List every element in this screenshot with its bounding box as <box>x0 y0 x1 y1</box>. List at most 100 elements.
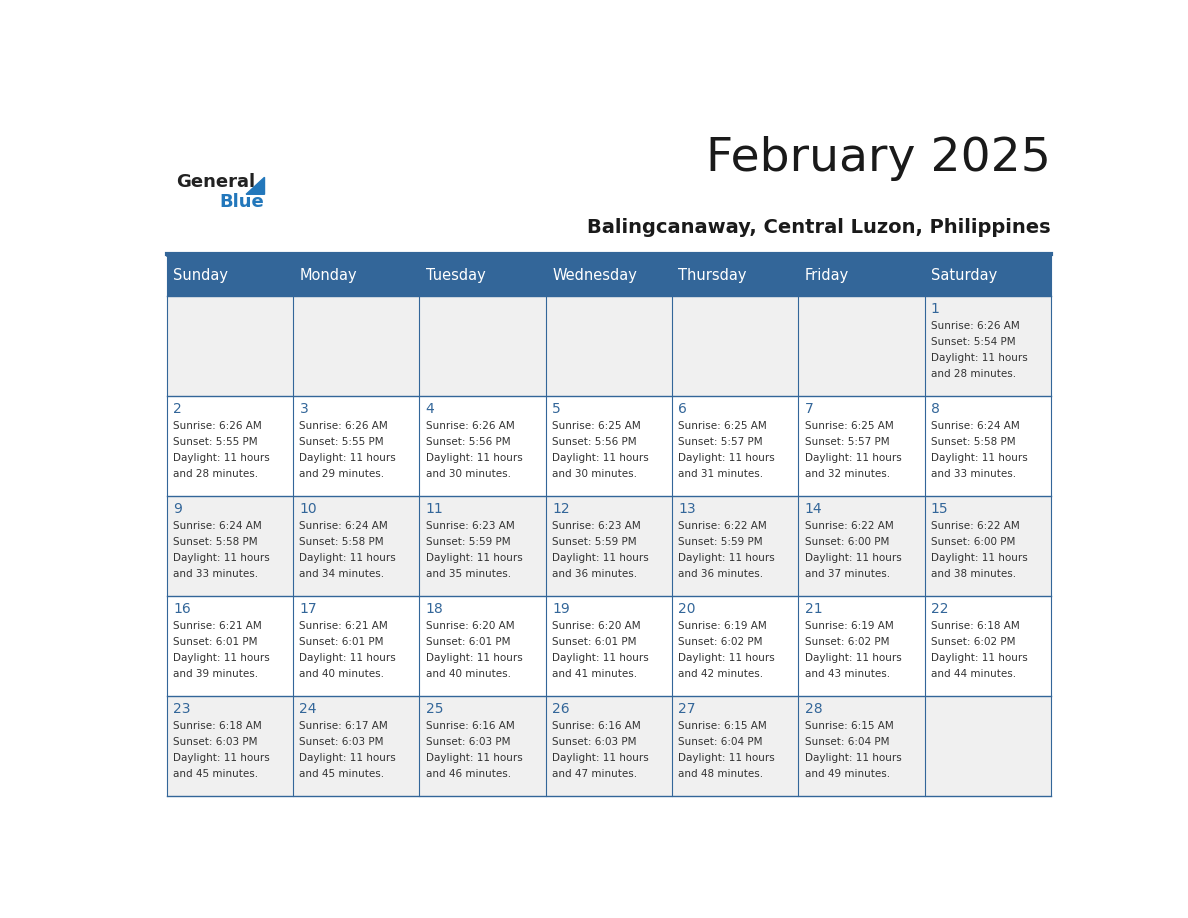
Text: and 29 minutes.: and 29 minutes. <box>299 469 385 479</box>
Text: and 48 minutes.: and 48 minutes. <box>678 769 764 778</box>
Text: Monday: Monday <box>299 268 358 284</box>
FancyBboxPatch shape <box>166 496 1051 596</box>
Text: Sunrise: 6:16 AM: Sunrise: 6:16 AM <box>552 721 640 731</box>
Text: Daylight: 11 hours: Daylight: 11 hours <box>804 653 902 663</box>
Text: Sunset: 6:02 PM: Sunset: 6:02 PM <box>931 637 1016 647</box>
Text: Sunset: 6:03 PM: Sunset: 6:03 PM <box>425 737 511 747</box>
Text: 6: 6 <box>678 402 687 416</box>
Text: Balingcanaway, Central Luzon, Philippines: Balingcanaway, Central Luzon, Philippine… <box>587 218 1051 238</box>
Text: Sunset: 5:57 PM: Sunset: 5:57 PM <box>804 437 889 447</box>
Text: 23: 23 <box>173 702 191 716</box>
Text: Daylight: 11 hours: Daylight: 11 hours <box>425 753 523 763</box>
FancyBboxPatch shape <box>166 596 1051 696</box>
Text: 1: 1 <box>931 302 940 316</box>
Text: 22: 22 <box>931 602 948 616</box>
Text: Friday: Friday <box>804 268 848 284</box>
Text: and 40 minutes.: and 40 minutes. <box>299 669 385 679</box>
Text: 26: 26 <box>552 702 570 716</box>
Text: and 33 minutes.: and 33 minutes. <box>173 569 258 579</box>
Text: Sunrise: 6:20 AM: Sunrise: 6:20 AM <box>552 621 640 631</box>
Text: 17: 17 <box>299 602 317 616</box>
Text: 15: 15 <box>931 502 948 516</box>
Text: and 33 minutes.: and 33 minutes. <box>931 469 1016 479</box>
Text: 11: 11 <box>425 502 443 516</box>
Text: 18: 18 <box>425 602 443 616</box>
Text: Daylight: 11 hours: Daylight: 11 hours <box>931 453 1028 463</box>
Text: Sunrise: 6:24 AM: Sunrise: 6:24 AM <box>931 421 1019 431</box>
Text: and 45 minutes.: and 45 minutes. <box>173 769 258 778</box>
Polygon shape <box>246 177 265 195</box>
Text: Daylight: 11 hours: Daylight: 11 hours <box>299 453 397 463</box>
Text: Sunset: 6:00 PM: Sunset: 6:00 PM <box>804 537 889 547</box>
Text: Sunrise: 6:25 AM: Sunrise: 6:25 AM <box>552 421 640 431</box>
FancyBboxPatch shape <box>166 256 1051 297</box>
Text: and 44 minutes.: and 44 minutes. <box>931 669 1016 679</box>
Text: Sunrise: 6:22 AM: Sunrise: 6:22 AM <box>931 521 1019 531</box>
Text: Sunrise: 6:22 AM: Sunrise: 6:22 AM <box>678 521 767 531</box>
Text: and 47 minutes.: and 47 minutes. <box>552 769 637 778</box>
Text: Sunrise: 6:15 AM: Sunrise: 6:15 AM <box>804 721 893 731</box>
Text: Daylight: 11 hours: Daylight: 11 hours <box>299 653 397 663</box>
Text: Sunrise: 6:18 AM: Sunrise: 6:18 AM <box>173 721 263 731</box>
Text: Sunset: 6:01 PM: Sunset: 6:01 PM <box>552 637 637 647</box>
Text: Sunrise: 6:23 AM: Sunrise: 6:23 AM <box>552 521 640 531</box>
Text: Daylight: 11 hours: Daylight: 11 hours <box>173 653 270 663</box>
Text: Daylight: 11 hours: Daylight: 11 hours <box>173 453 270 463</box>
Text: Sunset: 6:03 PM: Sunset: 6:03 PM <box>299 737 384 747</box>
Text: Sunset: 5:57 PM: Sunset: 5:57 PM <box>678 437 763 447</box>
Text: February 2025: February 2025 <box>706 136 1051 181</box>
Text: Sunrise: 6:26 AM: Sunrise: 6:26 AM <box>425 421 514 431</box>
Text: Sunrise: 6:24 AM: Sunrise: 6:24 AM <box>173 521 263 531</box>
Text: Sunrise: 6:22 AM: Sunrise: 6:22 AM <box>804 521 893 531</box>
Text: and 49 minutes.: and 49 minutes. <box>804 769 890 778</box>
Text: Sunset: 6:03 PM: Sunset: 6:03 PM <box>173 737 258 747</box>
Text: Sunrise: 6:23 AM: Sunrise: 6:23 AM <box>425 521 514 531</box>
Text: and 28 minutes.: and 28 minutes. <box>931 369 1016 379</box>
Text: Sunrise: 6:19 AM: Sunrise: 6:19 AM <box>678 621 767 631</box>
Text: Daylight: 11 hours: Daylight: 11 hours <box>804 553 902 563</box>
Text: Sunrise: 6:26 AM: Sunrise: 6:26 AM <box>173 421 263 431</box>
Text: Sunset: 5:55 PM: Sunset: 5:55 PM <box>299 437 384 447</box>
Text: Daylight: 11 hours: Daylight: 11 hours <box>552 653 649 663</box>
Text: Saturday: Saturday <box>931 268 997 284</box>
Text: Daylight: 11 hours: Daylight: 11 hours <box>173 753 270 763</box>
Text: Daylight: 11 hours: Daylight: 11 hours <box>552 453 649 463</box>
Text: Sunrise: 6:25 AM: Sunrise: 6:25 AM <box>678 421 767 431</box>
Text: Sunset: 6:04 PM: Sunset: 6:04 PM <box>804 737 889 747</box>
Text: Daylight: 11 hours: Daylight: 11 hours <box>678 753 775 763</box>
Text: and 41 minutes.: and 41 minutes. <box>552 669 637 679</box>
Text: Sunset: 6:01 PM: Sunset: 6:01 PM <box>299 637 384 647</box>
Text: and 39 minutes.: and 39 minutes. <box>173 669 258 679</box>
Text: 25: 25 <box>425 702 443 716</box>
Text: 20: 20 <box>678 602 696 616</box>
Text: 24: 24 <box>299 702 317 716</box>
Text: Sunset: 6:00 PM: Sunset: 6:00 PM <box>931 537 1016 547</box>
FancyBboxPatch shape <box>166 297 1051 396</box>
Text: Daylight: 11 hours: Daylight: 11 hours <box>804 453 902 463</box>
Text: 27: 27 <box>678 702 696 716</box>
Text: Daylight: 11 hours: Daylight: 11 hours <box>425 653 523 663</box>
Text: and 30 minutes.: and 30 minutes. <box>552 469 637 479</box>
Text: Daylight: 11 hours: Daylight: 11 hours <box>299 553 397 563</box>
Text: Sunset: 5:55 PM: Sunset: 5:55 PM <box>173 437 258 447</box>
Text: 13: 13 <box>678 502 696 516</box>
Text: Sunrise: 6:19 AM: Sunrise: 6:19 AM <box>804 621 893 631</box>
Text: Sunrise: 6:25 AM: Sunrise: 6:25 AM <box>804 421 893 431</box>
Text: and 36 minutes.: and 36 minutes. <box>552 569 637 579</box>
Text: Sunset: 5:58 PM: Sunset: 5:58 PM <box>931 437 1016 447</box>
Text: Sunrise: 6:26 AM: Sunrise: 6:26 AM <box>931 321 1019 331</box>
Text: Sunset: 5:54 PM: Sunset: 5:54 PM <box>931 337 1016 347</box>
Text: Sunset: 5:59 PM: Sunset: 5:59 PM <box>552 537 637 547</box>
Text: Sunrise: 6:15 AM: Sunrise: 6:15 AM <box>678 721 767 731</box>
Text: Daylight: 11 hours: Daylight: 11 hours <box>173 553 270 563</box>
Text: Sunrise: 6:21 AM: Sunrise: 6:21 AM <box>173 621 263 631</box>
Text: Sunset: 5:59 PM: Sunset: 5:59 PM <box>678 537 763 547</box>
Text: 2: 2 <box>173 402 182 416</box>
Text: Sunrise: 6:18 AM: Sunrise: 6:18 AM <box>931 621 1019 631</box>
FancyBboxPatch shape <box>166 696 1051 796</box>
Text: and 34 minutes.: and 34 minutes. <box>299 569 385 579</box>
Text: Daylight: 11 hours: Daylight: 11 hours <box>425 453 523 463</box>
Text: 7: 7 <box>804 402 814 416</box>
Text: Sunset: 5:58 PM: Sunset: 5:58 PM <box>299 537 384 547</box>
Text: Sunset: 6:02 PM: Sunset: 6:02 PM <box>804 637 889 647</box>
